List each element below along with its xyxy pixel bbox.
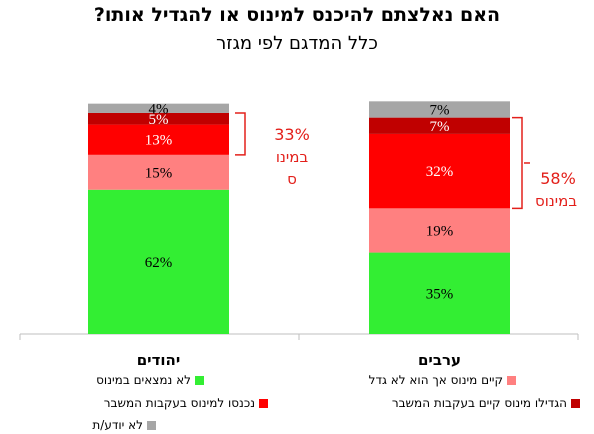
legend-swatch-2 bbox=[259, 398, 268, 408]
legend-label-1: קיים מינוס אך הוא לא גדל bbox=[368, 373, 503, 387]
legend-item-2: נכנסו למינוס בעקבות המשבר bbox=[104, 396, 268, 410]
legend-item-0: לא נמצאים במינוס bbox=[96, 373, 204, 387]
callout-value-0: 33% bbox=[274, 125, 310, 144]
bar-0-value-label-2: 13% bbox=[145, 133, 173, 149]
legend-label-4: לא יודע/ת bbox=[92, 418, 143, 432]
legend-swatch-4 bbox=[147, 420, 156, 430]
category-label-1: ערבים bbox=[418, 351, 461, 369]
bar-0-value-label-3: 5% bbox=[149, 112, 169, 128]
bar-1-segment-0 bbox=[369, 252, 510, 334]
legend-swatch-3 bbox=[571, 398, 580, 408]
bar-0-segment-0 bbox=[88, 189, 229, 334]
bar-0-value-label-0: 62% bbox=[145, 255, 173, 271]
chart-title: האם נאלצתם להיכנס למינוס או להגדיל אותו? bbox=[93, 4, 501, 26]
bar-1-segment-2 bbox=[369, 133, 510, 209]
legend-label-0: לא נמצאים במינוס bbox=[96, 373, 191, 387]
bar-0-segment-2 bbox=[88, 124, 229, 155]
bar-1-value-label-2: 32% bbox=[426, 164, 454, 180]
bar-0-segment-1 bbox=[88, 154, 229, 190]
bar-1-segment-1 bbox=[369, 208, 510, 253]
bar-1-segment-4 bbox=[369, 101, 510, 118]
callout-value-1: 58% bbox=[540, 169, 576, 188]
callout-label-1-0: במינוס bbox=[535, 192, 577, 210]
callout-label-0-0: במינו bbox=[276, 148, 309, 166]
callout-bracket-0 bbox=[235, 112, 246, 156]
legend-label-3: הגדילו מינוס קיים בעקבות המשבר bbox=[391, 396, 567, 410]
callout-label-0-1: ס bbox=[287, 170, 297, 188]
legend-item-1: קיים מינוס אך הוא לא גדל bbox=[369, 373, 516, 387]
bar-1-value-label-0: 35% bbox=[426, 286, 454, 302]
legend-item-3: הגדילו מינוס קיים בעקבות המשבר bbox=[392, 396, 580, 410]
legend-label-2: נכנסו למינוס בעקבות המשבר bbox=[103, 396, 255, 410]
chart-subtitle: כלל המדגם לפי מגזר bbox=[216, 33, 378, 54]
bar-1-value-label-4: 7% bbox=[430, 102, 450, 118]
category-label-0: יהודים bbox=[137, 351, 181, 369]
bar-0-segment-3 bbox=[88, 112, 229, 125]
legend-item-4: לא יודע/ת bbox=[92, 418, 156, 432]
legend-swatch-1 bbox=[507, 375, 516, 385]
bar-0-value-label-4: 4% bbox=[149, 101, 169, 117]
callout-bracket-1 bbox=[512, 116, 523, 210]
bar-0-value-label-1: 15% bbox=[145, 165, 173, 181]
bar-1-value-label-1: 19% bbox=[426, 223, 454, 239]
legend-swatch-0 bbox=[195, 375, 204, 385]
legend: לא נמצאים במינוס קיים מינוס אך הוא לא גד… bbox=[0, 368, 594, 434]
bar-1-value-label-3: 7% bbox=[430, 119, 450, 135]
bar-0-segment-4 bbox=[88, 103, 229, 113]
bar-1-segment-3 bbox=[369, 117, 510, 134]
